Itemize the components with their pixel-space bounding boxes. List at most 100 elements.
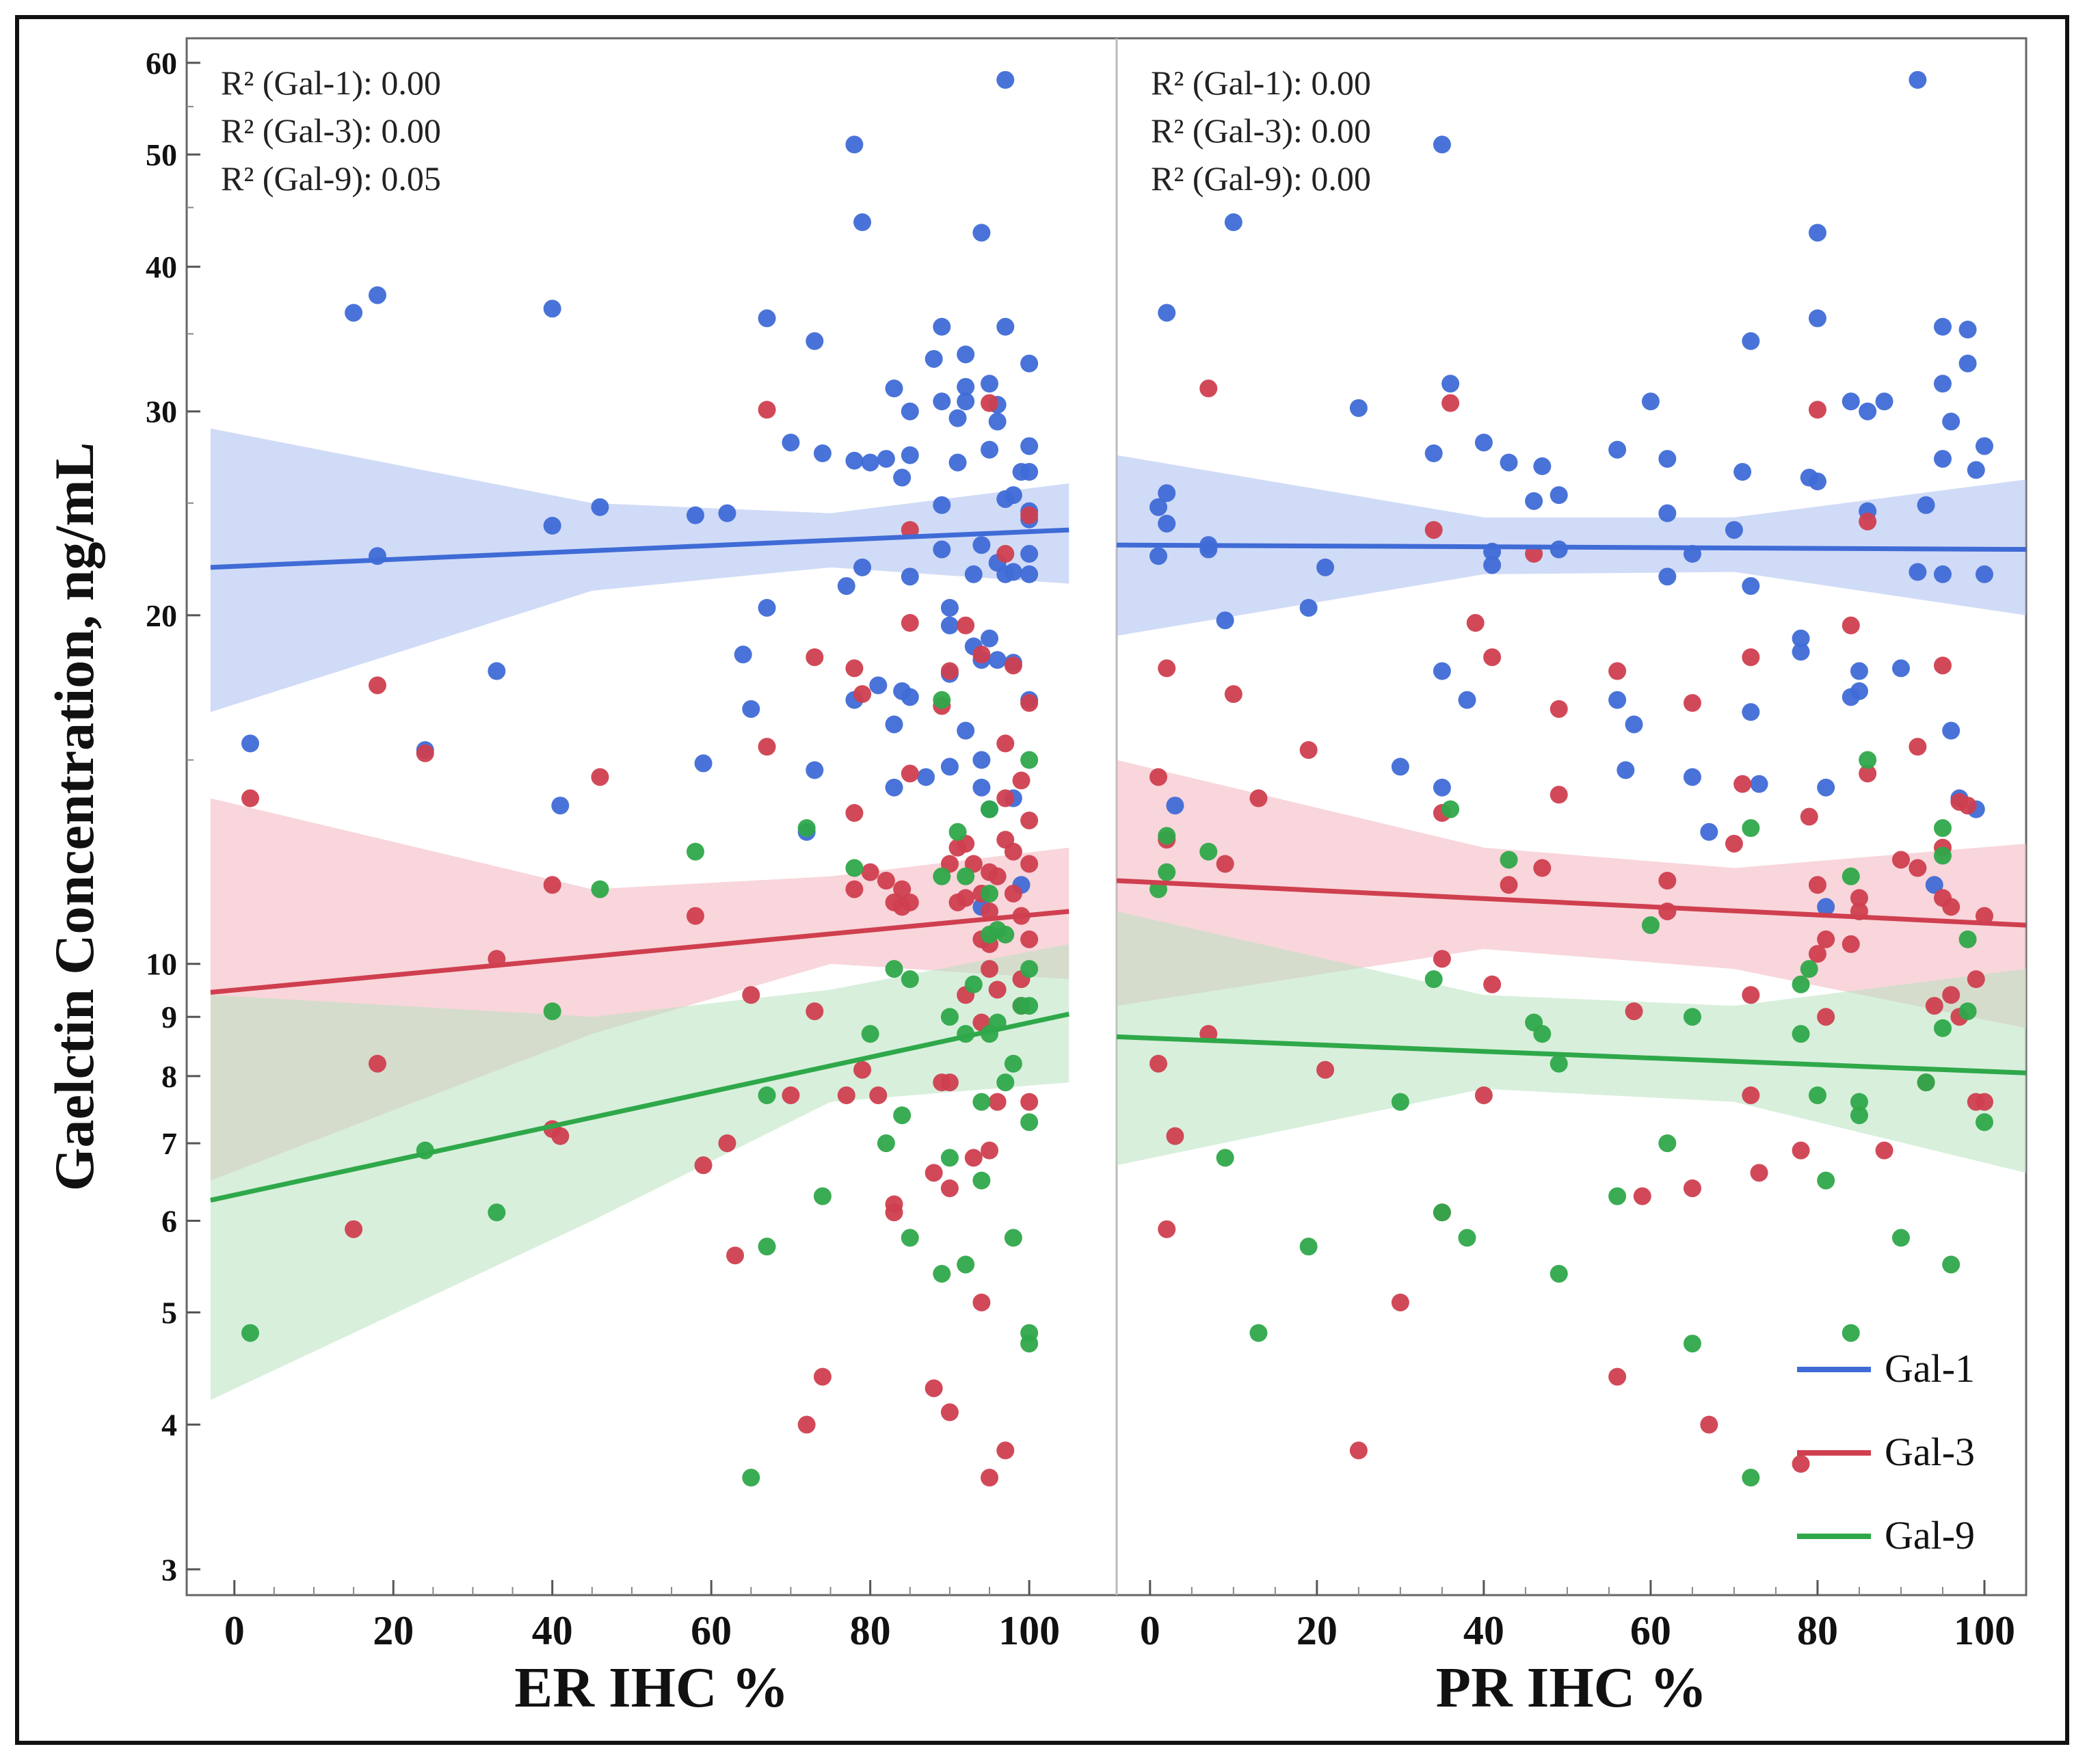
data-point-gal-9: [885, 960, 903, 978]
data-point-gal-9: [940, 1149, 959, 1167]
data-point-gal-3: [1550, 699, 1568, 718]
data-point-gal-1: [933, 540, 951, 559]
data-point-gal-1: [1158, 484, 1176, 503]
data-point-gal-9: [813, 1187, 832, 1205]
data-point-gal-9: [1020, 751, 1039, 769]
data-point-gal-1: [901, 688, 919, 706]
data-point-gal-1: [972, 224, 991, 242]
data-point-gal-3: [1817, 1008, 1835, 1026]
data-point-gal-3: [686, 907, 704, 925]
data-point-gal-3: [1466, 614, 1485, 632]
data-point-gal-9: [1958, 930, 1977, 948]
data-point-gal-3: [940, 1179, 959, 1197]
data-point-gal-9: [861, 1025, 879, 1043]
data-point-gal-3: [1166, 1127, 1184, 1145]
data-point-gal-3: [694, 1156, 713, 1175]
data-point-gal-3: [925, 1164, 943, 1182]
data-point-gal-9: [488, 1203, 506, 1222]
data-point-gal-1: [1875, 392, 1893, 411]
data-point-gal-3: [1733, 775, 1752, 793]
data-point-gal-9: [1850, 1106, 1868, 1125]
data-point-gal-1: [1942, 721, 1960, 740]
data-point-gal-3: [996, 734, 1015, 753]
x-axis-title: ER IHC %: [514, 1656, 788, 1720]
data-point-gal-3: [1004, 842, 1022, 861]
data-point-gal-3: [1859, 764, 1877, 783]
data-point-gal-1: [957, 377, 975, 396]
panel-1: 0 20 40 60 80 100 ER IHC % R² (Gal-1): 0.00 R² (…: [210, 64, 1069, 1720]
data-point-gal-3: [1158, 659, 1176, 678]
data-point-gal-3: [1742, 986, 1760, 1004]
data-point-gal-1: [1683, 768, 1701, 786]
data-point-gal-9: [1975, 1113, 1993, 1132]
regression-line-gal-1: [1116, 542, 2027, 552]
data-point-gal-3: [981, 394, 999, 412]
data-point-gal-1: [1641, 392, 1660, 411]
data-point-gal-1: [964, 565, 983, 583]
data-point-gal-1: [368, 286, 386, 304]
x-tick-label: 100: [998, 1608, 1060, 1653]
data-point-gal-3: [416, 744, 434, 762]
data-point-gal-1: [1850, 682, 1868, 700]
x-tick-label: 40: [1463, 1608, 1504, 1653]
data-point-gal-3: [940, 1403, 959, 1421]
data-point-gal-3: [988, 1093, 1007, 1111]
data-point-gal-9: [1742, 819, 1760, 838]
data-point-gal-1: [718, 504, 736, 522]
x-axis-title: PR IHC %: [1436, 1656, 1707, 1720]
data-point-gal-1: [1817, 778, 1835, 797]
data-point-gal-1: [813, 444, 832, 463]
data-point-gal-1: [845, 451, 864, 470]
data-point-gal-3: [1441, 394, 1460, 412]
x-tick-label: 20: [1297, 1608, 1338, 1653]
data-point-gal-1: [1533, 457, 1552, 475]
data-point-gal-3: [1020, 811, 1039, 829]
data-point-gal-1: [1149, 547, 1168, 565]
data-point-gal-3: [1975, 907, 1993, 925]
data-point-gal-3: [241, 789, 259, 807]
data-point-gal-9: [1020, 960, 1039, 978]
data-point-gal-9: [797, 819, 816, 838]
data-point-gal-3: [981, 1469, 999, 1487]
y-tick-label: 8: [161, 1059, 177, 1094]
r-squared-annotation: R² (Gal-3): 0.00: [1151, 111, 1371, 150]
y-tick-label: 7: [161, 1126, 177, 1161]
data-point-gal-1: [948, 409, 967, 427]
data-point-gal-9: [686, 842, 704, 861]
data-point-gal-3: [1391, 1293, 1409, 1311]
data-point-gal-1: [988, 651, 1007, 669]
data-point-gal-9: [1500, 851, 1518, 869]
data-point-gal-3: [1625, 1002, 1643, 1021]
data-point-gal-3: [988, 980, 1007, 999]
data-point-gal-3: [1216, 855, 1234, 873]
data-point-gal-3: [1299, 740, 1318, 759]
data-point-gal-1: [1808, 472, 1826, 491]
data-point-gal-1: [1020, 565, 1039, 583]
data-point-gal-1: [901, 567, 919, 586]
data-point-gal-3: [1424, 521, 1443, 539]
data-point-gal-9: [1216, 1149, 1234, 1167]
data-point-gal-3: [1004, 884, 1022, 903]
data-point-gal-9: [1550, 1054, 1568, 1073]
data-point-gal-1: [694, 754, 713, 773]
data-point-gal-3: [543, 876, 561, 894]
data-point-gal-3: [1316, 1060, 1335, 1079]
data-point-gal-3: [1483, 975, 1502, 993]
data-point-gal-9: [591, 880, 609, 898]
data-point-gal-1: [1742, 577, 1760, 596]
data-point-gal-3: [845, 659, 864, 678]
data-point-gal-1: [1725, 521, 1743, 539]
data-point-gal-1: [996, 317, 1015, 336]
data-point-gal-1: [241, 734, 259, 753]
y-tick-label: 50: [146, 137, 177, 172]
data-point-gal-9: [1004, 1054, 1022, 1073]
data-point-gal-1: [1166, 797, 1184, 815]
data-point-gal-3: [964, 1149, 983, 1167]
panel-2: 0 20 40 60 80 100 PR IHC % R² (Gal-1): 0.00 R² (…: [1116, 64, 2027, 1720]
data-point-gal-1: [877, 450, 895, 468]
data-point-gal-9: [1842, 867, 1860, 885]
data-point-gal-1: [1742, 703, 1760, 721]
data-point-gal-3: [1875, 1141, 1893, 1160]
x-tick-label: 40: [532, 1608, 573, 1653]
data-point-gal-1: [925, 349, 943, 368]
